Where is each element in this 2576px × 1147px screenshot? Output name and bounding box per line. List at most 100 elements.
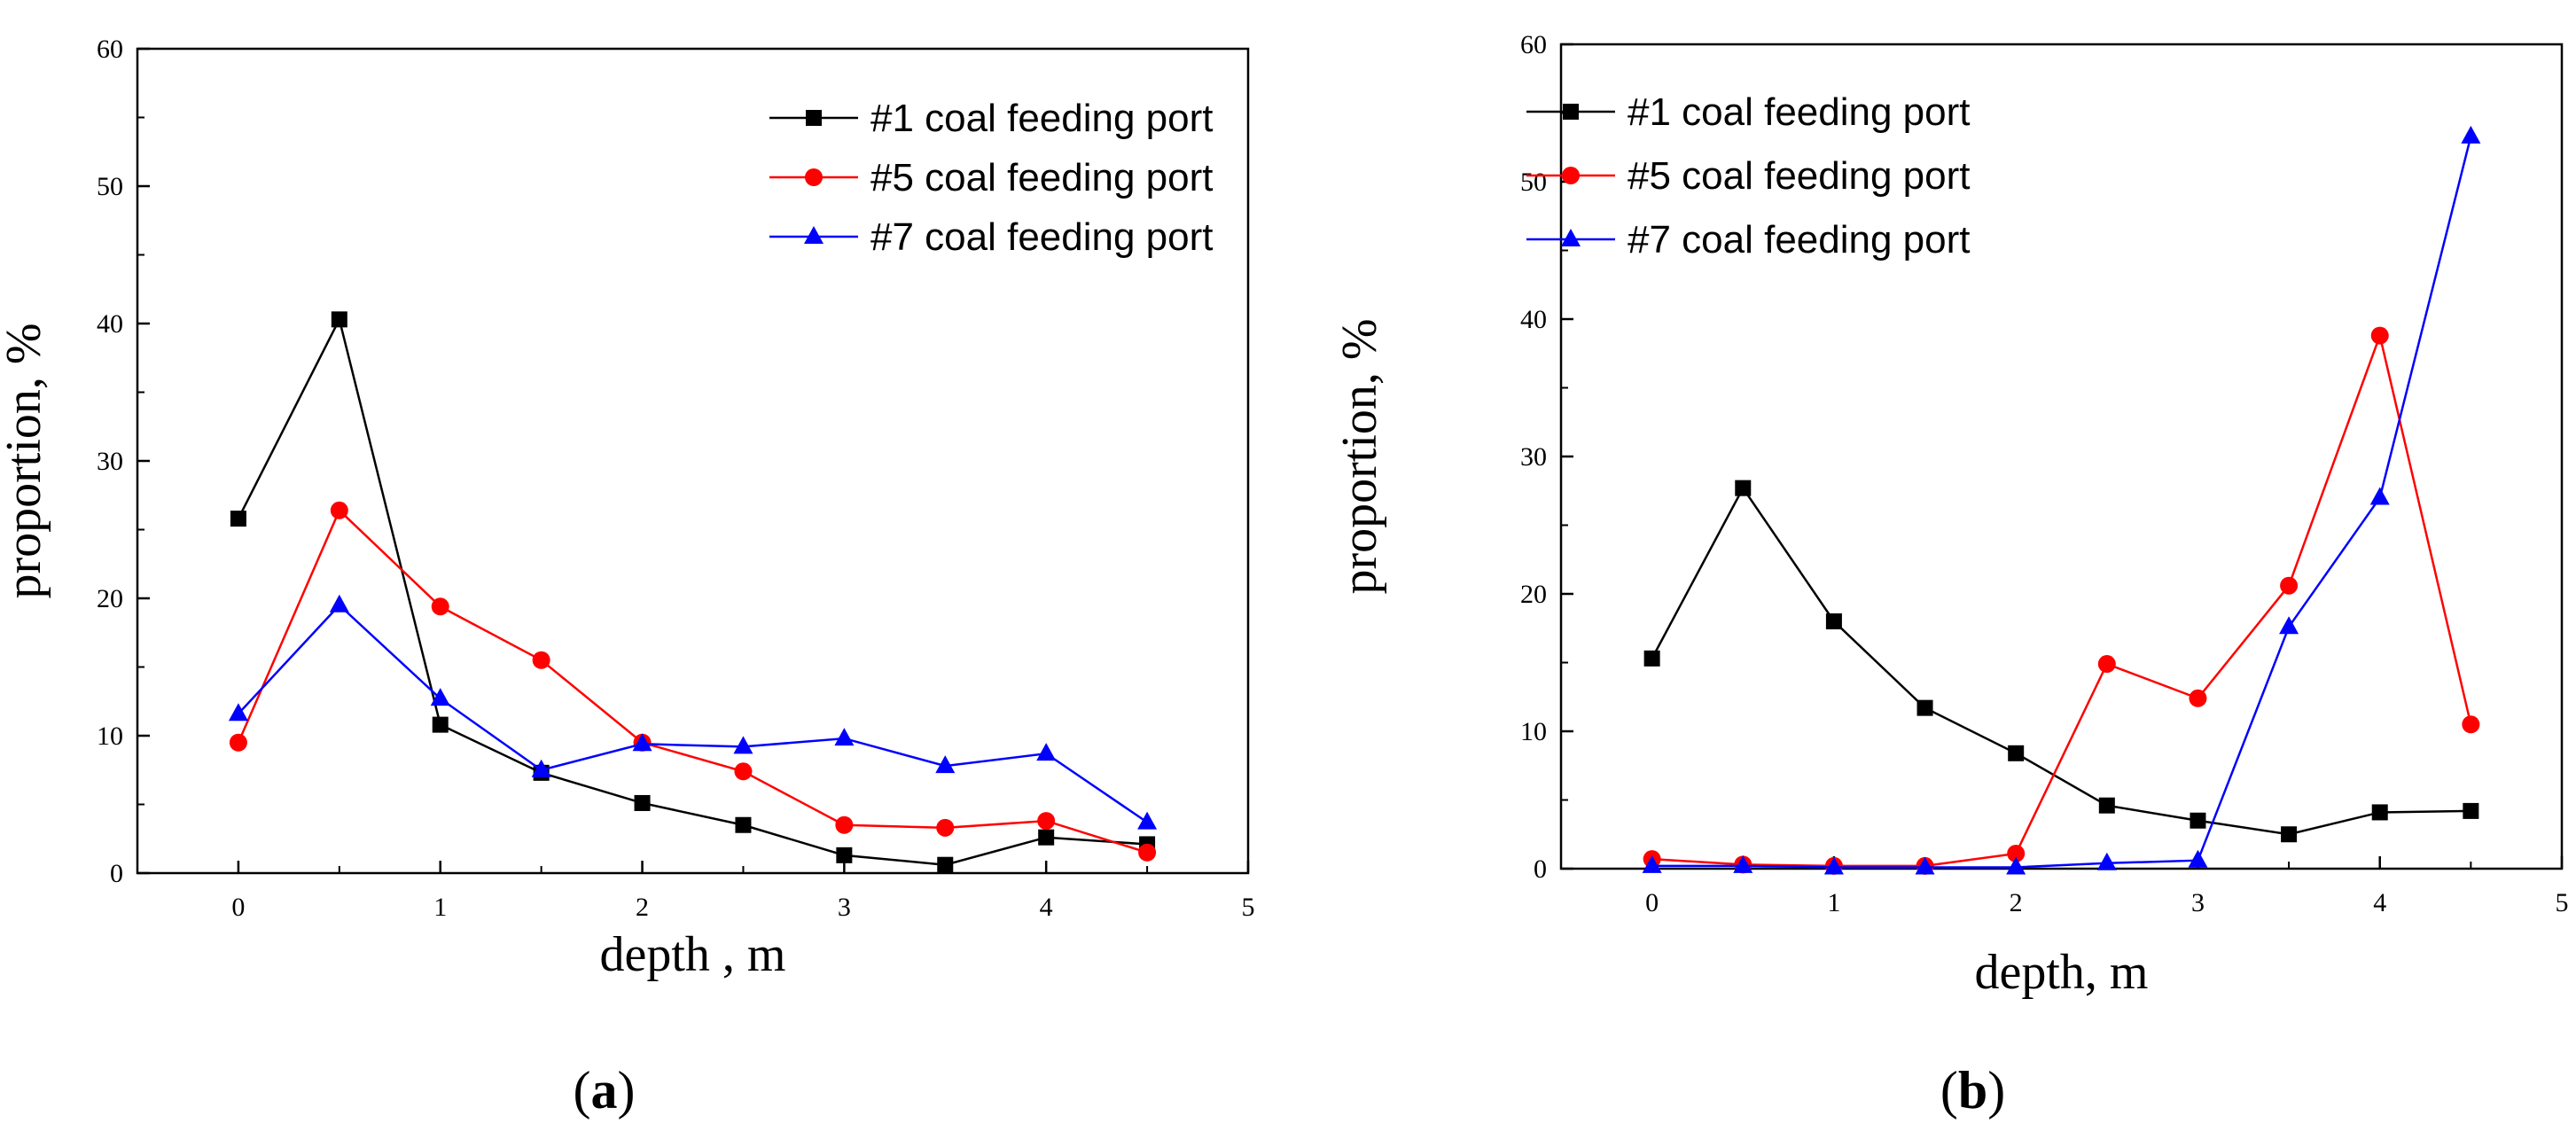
data-point [329, 594, 349, 613]
panel-label: (a) [574, 1061, 636, 1120]
data-point [1735, 480, 1752, 496]
data-point [1036, 743, 1057, 761]
data-point [2190, 812, 2206, 829]
data-point [2006, 856, 2026, 875]
data-point [834, 728, 855, 746]
data-point [2369, 487, 2390, 505]
data-point [735, 816, 752, 833]
y-tick-label: 50 [97, 172, 123, 201]
panel-paren-close: ) [618, 1061, 636, 1120]
data-point [2463, 802, 2479, 819]
series-line [1651, 486, 2471, 836]
panel-paren-open: ( [1940, 1061, 1958, 1120]
data-point [1825, 613, 1842, 629]
x-tick-label: 5 [2556, 888, 2569, 917]
legend: #1 coal feeding port #5 coal feeding port… [1526, 90, 1971, 261]
data-point [2098, 797, 2115, 814]
series-line [237, 603, 1148, 823]
data-point [937, 856, 954, 873]
data-point [432, 716, 449, 733]
data-point [1138, 843, 1157, 862]
x-tick-label: 5 [1242, 893, 1255, 922]
data-point [836, 847, 853, 863]
legend-label: #5 coal feeding port [1628, 154, 1971, 198]
panel-letter: b [1958, 1061, 1987, 1120]
data-point [2371, 804, 2388, 821]
y-tick-label: 50 [1520, 168, 1547, 197]
data-point [330, 501, 348, 519]
y-tick-label: 20 [97, 584, 123, 613]
panel-letter: a [591, 1061, 618, 1120]
data-point [2008, 745, 2025, 761]
data-point [1733, 854, 1753, 873]
data-point [1915, 856, 1935, 875]
legend-label: #5 coal feeding port [870, 156, 1214, 199]
panel-paren-close: ) [1987, 1061, 2005, 1120]
data-point [733, 736, 753, 754]
data-point [936, 818, 955, 837]
x-tick-label: 3 [2191, 888, 2205, 917]
y-tick-label: 40 [1520, 305, 1547, 334]
data-point [1038, 829, 1055, 846]
x-tick-label: 0 [231, 893, 245, 922]
data-point [2188, 849, 2208, 868]
series-line [237, 316, 1148, 866]
legend-label: #1 coal feeding port [870, 97, 1214, 140]
data-point [1037, 812, 1056, 831]
data-point [734, 762, 753, 781]
x-tick-label: 0 [1645, 888, 1659, 917]
data-point [228, 703, 248, 722]
series-line [1651, 136, 2472, 869]
series-line [237, 508, 1148, 854]
data-point [2096, 852, 2117, 870]
legend-label: #7 coal feeding port [1628, 218, 1971, 261]
series-3 [228, 594, 1158, 830]
y-axis-title: proportion, % [1332, 318, 1387, 594]
x-tick-label: 3 [838, 893, 851, 922]
legend-label: #1 coal feeding port [1628, 90, 1971, 134]
data-point [1643, 650, 1660, 667]
data-point [230, 511, 246, 527]
chart-panel-b: 0 10 20 30 40 50 60 0 1 2 3 4 5 depth, m proportion, %… [1332, 30, 2569, 1120]
chart-panel-a: 0 10 20 30 40 50 60 0 1 2 3 4 5 depth , m proportion, … [0, 35, 1255, 1120]
y-tick-label: 10 [1520, 717, 1547, 746]
legend-label: #7 coal feeding port [870, 215, 1214, 259]
panel-label: (b) [1940, 1061, 2005, 1120]
data-point [2280, 576, 2299, 595]
data-point [634, 794, 651, 811]
data-point [2281, 826, 2298, 843]
data-point [835, 815, 854, 834]
series-line [1651, 332, 2472, 868]
data-point [2189, 689, 2207, 707]
legend-marker [806, 110, 822, 126]
x-axis-title: depth, m [1975, 945, 2149, 1000]
legend-marker [1562, 167, 1580, 184]
x-tick-label: 1 [433, 893, 447, 922]
data-point [2462, 715, 2480, 734]
x-tick-label: 4 [1040, 893, 1053, 922]
data-point [2370, 326, 2389, 345]
legend: #1 coal feeding port #5 coal feeding port… [769, 97, 1214, 259]
y-tick-label: 0 [110, 859, 123, 888]
x-tick-label: 2 [2010, 888, 2023, 917]
data-point [2007, 844, 2026, 862]
data-point [229, 733, 247, 752]
legend-marker [804, 226, 824, 244]
data-point [1642, 854, 1662, 873]
x-tick-label: 4 [2373, 888, 2386, 917]
data-point [2461, 125, 2481, 144]
y-tick-label: 60 [1520, 30, 1547, 59]
y-tick-label: 30 [1520, 442, 1547, 472]
series-1 [1643, 480, 2479, 843]
series-3 [1642, 125, 2481, 875]
y-tick-label: 10 [97, 722, 123, 751]
data-point [430, 688, 450, 706]
x-tick-label: 2 [636, 893, 649, 922]
data-point [2097, 655, 2116, 674]
data-point [1823, 856, 1844, 875]
panel-paren-open: ( [574, 1061, 591, 1120]
data-point [1137, 811, 1158, 830]
y-tick-label: 60 [97, 35, 123, 64]
data-point [431, 597, 449, 616]
